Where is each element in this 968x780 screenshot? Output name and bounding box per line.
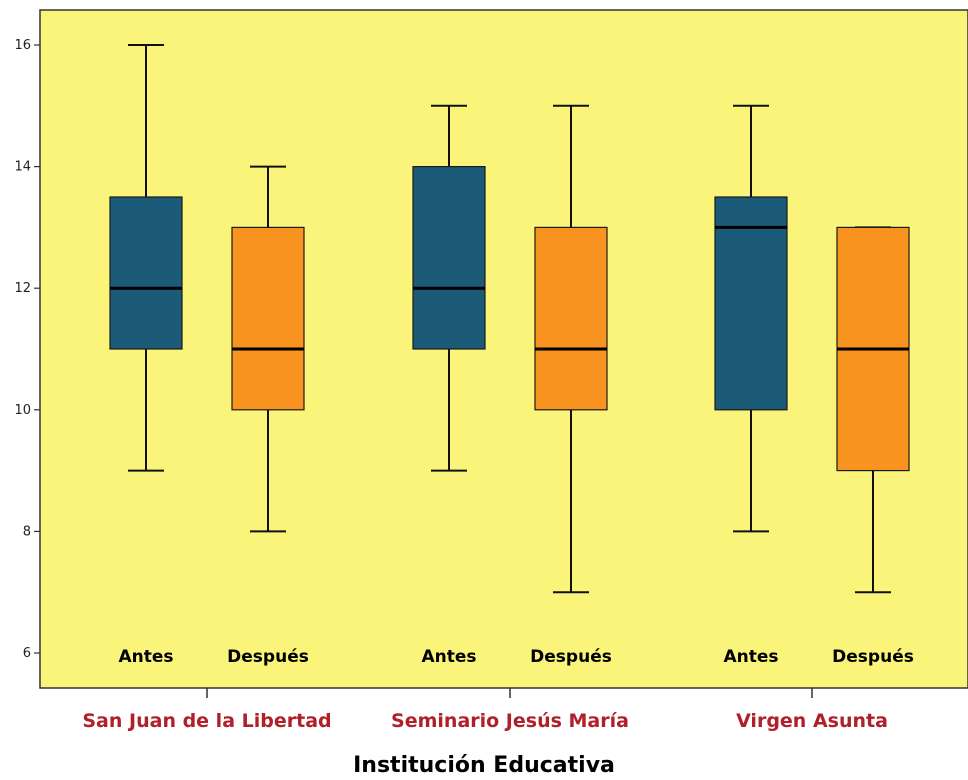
y-tick-label: 14 bbox=[14, 160, 31, 175]
x-axis-title: Institución Educativa bbox=[353, 753, 615, 778]
box-label: Después bbox=[530, 647, 612, 667]
box-iqr bbox=[109, 196, 183, 350]
group-label: Virgen Asunta bbox=[736, 710, 888, 732]
box-label: Antes bbox=[723, 647, 778, 667]
plot-area bbox=[34, 9, 968, 698]
box-iqr bbox=[231, 226, 305, 411]
y-tick-label: 16 bbox=[14, 38, 31, 53]
y-tick-label: 10 bbox=[14, 403, 31, 418]
box-label: Después bbox=[227, 647, 309, 667]
group-label: Seminario Jesús María bbox=[391, 710, 629, 732]
plot-background bbox=[39, 9, 968, 689]
box-iqr bbox=[714, 196, 788, 411]
box-iqr bbox=[412, 166, 486, 350]
box-iqr bbox=[534, 226, 608, 411]
y-tick-label: 6 bbox=[23, 646, 31, 661]
group-label: San Juan de la Libertad bbox=[82, 710, 331, 732]
y-tick-label: 8 bbox=[23, 524, 31, 539]
box-label: Antes bbox=[118, 647, 173, 667]
y-tick-label: 12 bbox=[14, 281, 31, 296]
box-label: Antes bbox=[421, 647, 476, 667]
chart-labels: 6 8 10 12 14 16 San Juan de la Libertad Antes De… bbox=[14, 38, 913, 732]
box-marks bbox=[109, 44, 910, 594]
box-label: Después bbox=[832, 647, 914, 667]
